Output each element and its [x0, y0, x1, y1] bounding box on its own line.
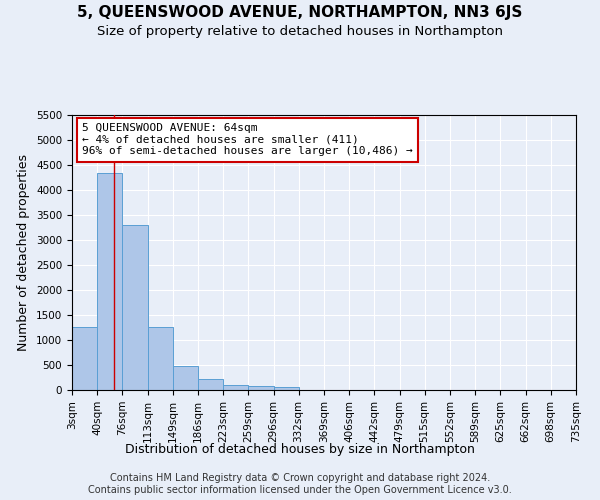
Text: 5 QUEENSWOOD AVENUE: 64sqm
← 4% of detached houses are smaller (411)
96% of semi: 5 QUEENSWOOD AVENUE: 64sqm ← 4% of detac… — [82, 123, 413, 156]
Bar — [274, 387, 299, 390]
Bar — [198, 379, 223, 390]
Text: Size of property relative to detached houses in Northampton: Size of property relative to detached ho… — [97, 25, 503, 38]
Bar — [97, 172, 122, 390]
Text: Contains HM Land Registry data © Crown copyright and database right 2024.
Contai: Contains HM Land Registry data © Crown c… — [88, 474, 512, 495]
Bar — [148, 326, 173, 390]
Text: Distribution of detached houses by size in Northampton: Distribution of detached houses by size … — [125, 442, 475, 456]
Text: 5, QUEENSWOOD AVENUE, NORTHAMPTON, NN3 6JS: 5, QUEENSWOOD AVENUE, NORTHAMPTON, NN3 6… — [77, 5, 523, 20]
Bar — [72, 326, 97, 390]
Bar — [173, 366, 198, 390]
Bar — [223, 385, 248, 390]
Bar — [122, 225, 148, 390]
Bar — [248, 386, 274, 390]
Y-axis label: Number of detached properties: Number of detached properties — [17, 154, 31, 351]
